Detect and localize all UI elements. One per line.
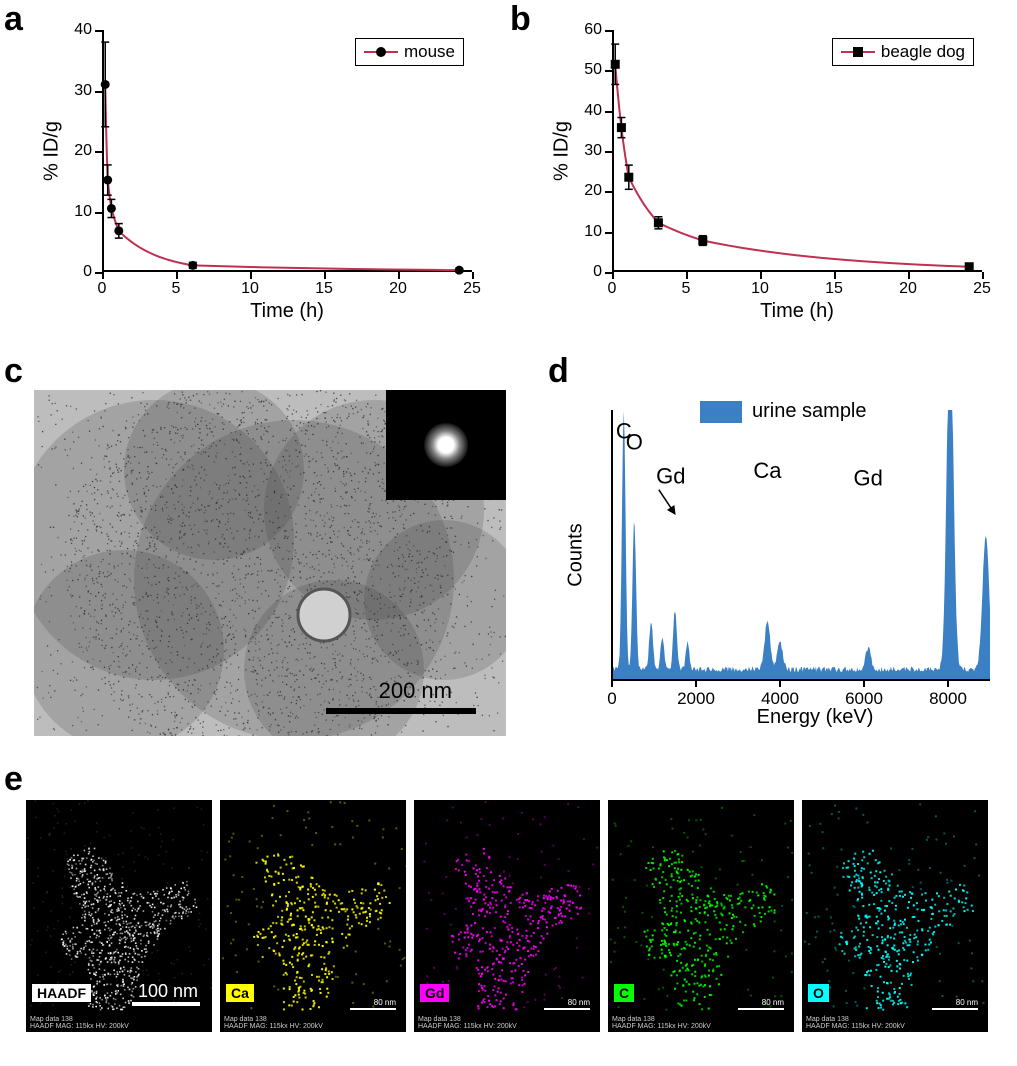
tick-label: 40: [66, 21, 92, 39]
tick-label: 25: [973, 280, 991, 298]
tick-label: 25: [463, 280, 481, 298]
svg-text:2000: 2000: [677, 689, 715, 708]
map-footer: Map data 138HAADF MAG: 115kx HV: 200kV: [608, 1014, 794, 1032]
tick-label: 10: [576, 223, 602, 241]
chart-d: 02000400060008000COGdCaGd Counts Energy …: [560, 390, 1000, 736]
map-tag: C: [614, 984, 634, 1002]
map-footer: Map data 138HAADF MAG: 115kx HV: 200kV: [26, 1014, 212, 1032]
map-tag: O: [808, 984, 829, 1002]
chart-a-xlabel: Time (h): [250, 300, 324, 323]
tick-label: 10: [241, 280, 259, 298]
tick-label: 40: [576, 102, 602, 120]
tick-label: 20: [899, 280, 917, 298]
map-panel-o: O80 nmMap data 138HAADF MAG: 115kx HV: 2…: [802, 800, 988, 1032]
panel-c-tem: 200 nm: [34, 390, 506, 736]
svg-text:Gd: Gd: [656, 464, 685, 489]
chart-b: % ID/g Time (h) beagle dog 0 5 10 15 20 25 0 10…: [540, 18, 1000, 338]
tick-label: 10: [751, 280, 769, 298]
map-panel-gd: Gd80 nmMap data 138HAADF MAG: 115kx HV: …: [414, 800, 600, 1032]
tick-label: 15: [315, 280, 333, 298]
svg-text:8000: 8000: [929, 689, 967, 708]
panel-label-c: c: [4, 352, 23, 391]
panel-label-b: b: [510, 0, 531, 39]
tick-label: 5: [682, 280, 691, 298]
panel-c-scalelabel: 200 nm: [379, 678, 452, 704]
map-panel-haadf: HAADF 100 nm Map data 138HAADF MAG: 115kx …: [26, 800, 212, 1032]
map-footer: Map data 138HAADF MAG: 115kx HV: 200kV: [802, 1014, 988, 1032]
map-scale-label: 100 nm: [138, 981, 198, 1002]
tick-label: 20: [389, 280, 407, 298]
chart-a-legend-label: mouse: [404, 42, 455, 62]
tick-label: 30: [66, 82, 92, 100]
tick-label: 0: [608, 280, 617, 298]
chart-a-legend: mouse: [355, 38, 464, 66]
svg-text:Gd: Gd: [854, 466, 883, 491]
tick-label: 15: [825, 280, 843, 298]
chart-a-ylabel: % ID/g: [41, 121, 64, 181]
tick-label: 0: [576, 263, 602, 281]
chart-b-xlabel: Time (h): [760, 300, 834, 323]
tick-label: 20: [66, 142, 92, 160]
map-panel-c: C80 nmMap data 138HAADF MAG: 115kx HV: 2…: [608, 800, 794, 1032]
tick-label: 30: [576, 142, 602, 160]
tick-label: 50: [576, 61, 602, 79]
panel-e: HAADF 100 nm Map data 138HAADF MAG: 115kx …: [26, 800, 996, 1040]
chart-b-ylabel: % ID/g: [551, 121, 574, 181]
panel-c-scalebar: [326, 708, 476, 714]
chart-b-legend: beagle dog: [832, 38, 974, 66]
tick-label: 5: [172, 280, 181, 298]
panel-label-d: d: [548, 352, 569, 391]
map-tag: Ca: [226, 984, 254, 1002]
chart-d-legend: urine sample: [700, 400, 867, 423]
map-tag: HAADF: [32, 984, 91, 1002]
svg-text:Ca: Ca: [753, 458, 782, 483]
panel-c-inset: [386, 390, 506, 500]
chart-d-legend-label: urine sample: [752, 400, 867, 423]
tick-label: 0: [98, 280, 107, 298]
figure-root: a b c d e % ID/g Time (h) mouse 0 5 10 15 20…: [0, 0, 1017, 1066]
tick-label: 0: [66, 263, 92, 281]
map-footer: Map data 138HAADF MAG: 115kx HV: 200kV: [414, 1014, 600, 1032]
chart-b-legend-label: beagle dog: [881, 42, 965, 62]
chart-a: % ID/g Time (h) mouse 0 5 10 15 20 25 0 10 20 30 4…: [30, 18, 490, 338]
map-panel-ca: Ca80 nmMap data 138HAADF MAG: 115kx HV: …: [220, 800, 406, 1032]
panel-label-e: e: [4, 760, 23, 799]
svg-text:0: 0: [607, 689, 616, 708]
panel-label-a: a: [4, 0, 23, 39]
svg-text:O: O: [626, 430, 643, 455]
map-footer: Map data 138HAADF MAG: 115kx HV: 200kV: [220, 1014, 406, 1032]
chart-d-xlabel: Energy (keV): [757, 706, 874, 729]
tick-label: 20: [576, 182, 602, 200]
tick-label: 60: [576, 21, 602, 39]
chart-d-ylabel: Counts: [565, 523, 588, 586]
map-tag: Gd: [420, 984, 449, 1002]
tick-label: 10: [66, 203, 92, 221]
